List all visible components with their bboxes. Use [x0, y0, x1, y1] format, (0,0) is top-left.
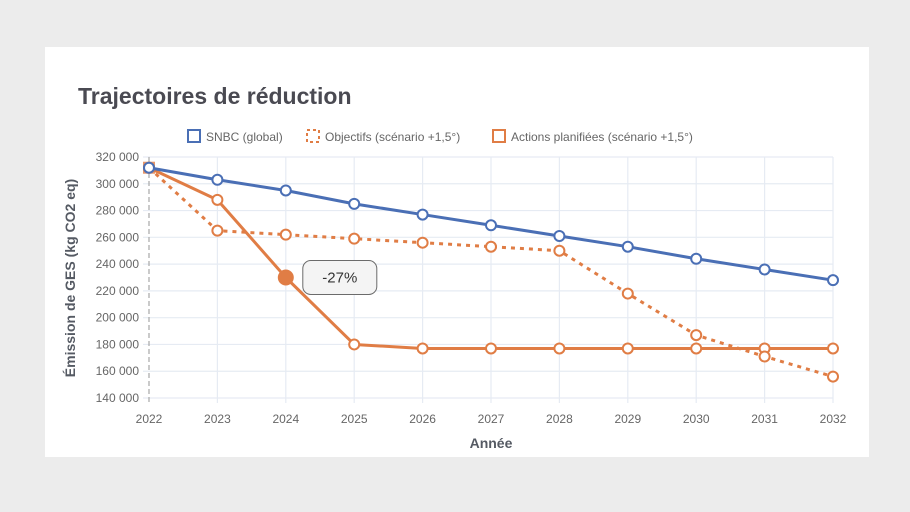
data-point[interactable] — [143, 161, 155, 174]
y-tick-label: 200 000 — [96, 311, 140, 325]
data-point[interactable] — [348, 197, 361, 210]
x-axis-title: Année — [470, 435, 513, 451]
x-tick-label: 2026 — [409, 412, 436, 426]
y-tick-label: 160 000 — [96, 364, 140, 378]
data-point[interactable] — [621, 342, 634, 355]
series-1 — [143, 161, 839, 383]
series-group — [143, 161, 839, 383]
series-0 — [143, 161, 839, 287]
x-tick-label: 2027 — [478, 412, 505, 426]
data-point[interactable] — [827, 370, 839, 383]
x-tick-label: 2030 — [683, 412, 710, 426]
data-point[interactable] — [211, 173, 224, 186]
y-tick-label: 180 000 — [96, 337, 140, 351]
data-point[interactable] — [758, 350, 771, 363]
data-point[interactable] — [827, 342, 839, 355]
y-tick-label: 260 000 — [96, 230, 140, 244]
data-point[interactable] — [485, 219, 497, 232]
data-point[interactable] — [690, 329, 703, 342]
y-axis-title: Émission de GES (kg CO2 eq) — [62, 179, 78, 377]
x-tick-label: 2023 — [204, 412, 231, 426]
legend-swatch — [492, 129, 506, 143]
x-tick-label: 2031 — [751, 412, 778, 426]
y-tick-label: 300 000 — [96, 177, 140, 191]
y-tick-label: 280 000 — [96, 204, 140, 218]
data-point[interactable] — [827, 274, 839, 287]
data-point[interactable] — [416, 236, 429, 249]
data-point[interactable] — [690, 342, 703, 355]
data-point[interactable] — [553, 244, 566, 257]
y-tick-label: 320 000 — [96, 150, 140, 164]
chart-card: Trajectoires de réduction — [45, 47, 869, 457]
legend-label: Actions planifiées (scénario +1,5°) — [511, 130, 693, 144]
data-point[interactable] — [553, 342, 566, 355]
x-tick-label: 2022 — [136, 412, 163, 426]
data-point[interactable] — [348, 338, 361, 351]
data-point[interactable] — [416, 208, 429, 221]
x-tick-label: 2025 — [341, 412, 368, 426]
chart-title: Trajectoires de réduction — [78, 83, 352, 109]
legend-item[interactable]: Objectifs (scénario +1,5°) — [306, 129, 460, 144]
data-point[interactable] — [485, 240, 497, 253]
data-point[interactable] — [553, 229, 566, 242]
y-tick-label: 220 000 — [96, 284, 140, 298]
y-tick-label: 140 000 — [96, 391, 140, 405]
legend-label: Objectifs (scénario +1,5°) — [325, 130, 460, 144]
tooltip-text: -27% — [322, 270, 357, 287]
data-point[interactable] — [211, 193, 224, 206]
y-axis: 140 000 160 000 180 000 200 000 220 000 240 0… — [96, 150, 140, 405]
data-point[interactable] — [758, 263, 771, 276]
data-point[interactable] — [485, 342, 497, 355]
legend-item[interactable]: Actions planifiées (scénario +1,5°) — [492, 129, 693, 144]
data-point[interactable] — [348, 232, 361, 245]
tooltip: -27% — [302, 260, 378, 295]
x-tick-label: 2024 — [272, 412, 299, 426]
x-tick-label: 2032 — [820, 412, 847, 426]
data-point[interactable] — [416, 342, 429, 355]
x-tick-label: 2028 — [546, 412, 573, 426]
data-point[interactable] — [621, 287, 634, 300]
y-tick-label: 240 000 — [96, 257, 140, 271]
data-point[interactable] — [211, 224, 224, 237]
data-point-highlighted[interactable] — [277, 269, 294, 286]
legend-label: SNBC (global) — [206, 130, 283, 144]
legend-swatch — [187, 129, 201, 143]
legend: SNBC (global) Objectifs (scénario +1,5°) A… — [187, 129, 693, 144]
data-point[interactable] — [279, 184, 292, 197]
x-axis: 2022 2023 2024 2025 2026 2027 2028 2029 2030 2031… — [136, 412, 847, 426]
tooltip-box — [302, 260, 378, 295]
grid — [143, 156, 834, 403]
data-point[interactable] — [279, 228, 292, 241]
legend-item[interactable]: SNBC (global) — [187, 129, 283, 144]
annotations: -27% — [302, 260, 378, 295]
x-tick-label: 2029 — [614, 412, 641, 426]
data-point[interactable] — [621, 240, 634, 253]
legend-swatch — [306, 129, 320, 143]
series-line — [147, 166, 834, 379]
data-point[interactable] — [690, 252, 703, 265]
